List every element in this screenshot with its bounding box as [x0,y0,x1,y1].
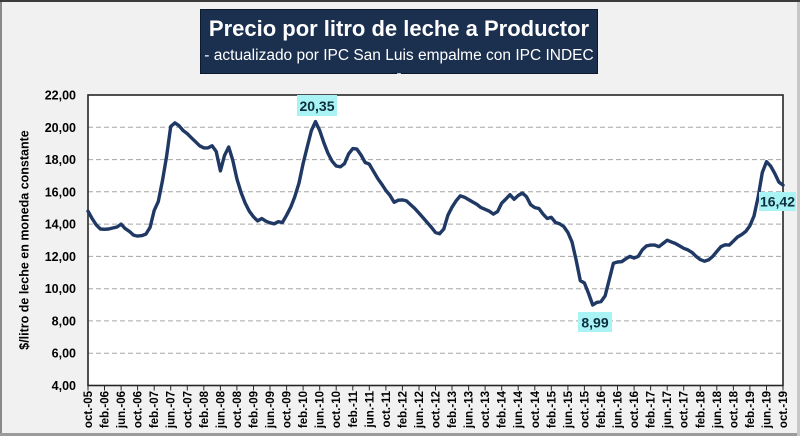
svg-text:20,35: 20,35 [299,98,334,114]
svg-text:jun.-15: jun.-15 [563,390,575,429]
svg-text:oct.-07: oct.-07 [182,391,194,428]
svg-text:feb.-16: feb.-16 [596,391,608,428]
svg-text:oct.-16: oct.-16 [629,391,641,428]
svg-text:16,00: 16,00 [45,185,76,199]
svg-text:jun.-16: jun.-16 [613,391,625,429]
svg-text:oct.-06: oct.-06 [133,391,145,428]
svg-text:jun.-12: jun.-12 [414,391,426,429]
svg-text:20,00: 20,00 [45,121,76,135]
svg-text:oct.-10: oct.-10 [331,391,343,428]
svg-text:oct.-09: oct.-09 [282,391,294,428]
svg-text:feb.-08: feb.-08 [199,390,211,428]
svg-text:oct.-19: oct.-19 [778,391,790,428]
svg-text:feb.-15: feb.-15 [546,390,558,428]
svg-text:oct.-15: oct.-15 [579,390,591,428]
svg-text:feb.-12: feb.-12 [397,391,409,428]
svg-text:oct.-14: oct.-14 [530,390,542,428]
svg-text:6,00: 6,00 [52,347,76,361]
svg-text:18,00: 18,00 [45,153,76,167]
svg-text:jun.-10: jun.-10 [315,391,327,429]
svg-text:14,00: 14,00 [45,218,76,232]
svg-text:8,00: 8,00 [52,314,76,328]
svg-text:oct.-13: oct.-13 [480,391,492,428]
svg-text:jun.-11: jun.-11 [364,390,376,428]
svg-text:4,00: 4,00 [52,379,76,393]
svg-text:22,00: 22,00 [45,89,76,103]
svg-text:jun.-06: jun.-06 [116,391,128,429]
svg-text:feb.-11: feb.-11 [348,390,360,427]
svg-text:oct.-12: oct.-12 [431,391,443,428]
svg-text:feb.-06: feb.-06 [100,391,112,428]
svg-text:oct.-17: oct.-17 [679,391,691,428]
svg-text:jun.-14: jun.-14 [513,390,525,429]
svg-text:8,99: 8,99 [581,315,608,331]
svg-text:jun.-19: jun.-19 [762,391,774,429]
svg-text:jun.-07: jun.-07 [166,391,178,429]
svg-text:oct.-18: oct.-18 [728,390,740,428]
svg-text:10,00: 10,00 [45,282,76,296]
svg-text:feb.-18: feb.-18 [695,390,707,428]
svg-text:jun.-13: jun.-13 [464,391,476,429]
svg-text:jun.-08: jun.-08 [215,390,227,429]
svg-text:16,42: 16,42 [760,194,795,210]
svg-text:oct.-08: oct.-08 [232,390,244,428]
svg-text:oct.-11: oct.-11 [381,390,393,427]
svg-text:jun.-17: jun.-17 [662,391,674,429]
svg-text:oct.-05: oct.-05 [83,390,95,428]
svg-text:12,00: 12,00 [45,250,76,264]
svg-text:jun.-18: jun.-18 [712,390,724,429]
svg-text:feb.-19: feb.-19 [745,391,757,428]
svg-text:feb.-10: feb.-10 [298,391,310,428]
svg-text:feb.-07: feb.-07 [149,391,161,428]
svg-text:feb.-09: feb.-09 [249,391,261,428]
svg-text:jun.-09: jun.-09 [265,391,277,429]
svg-text:feb.-14: feb.-14 [497,390,509,428]
svg-text:feb.-13: feb.-13 [447,391,459,428]
svg-text:$/litro de leche en moneda con: $/litro de leche en moneda constante [18,130,32,350]
svg-text:feb.-17: feb.-17 [646,391,658,428]
